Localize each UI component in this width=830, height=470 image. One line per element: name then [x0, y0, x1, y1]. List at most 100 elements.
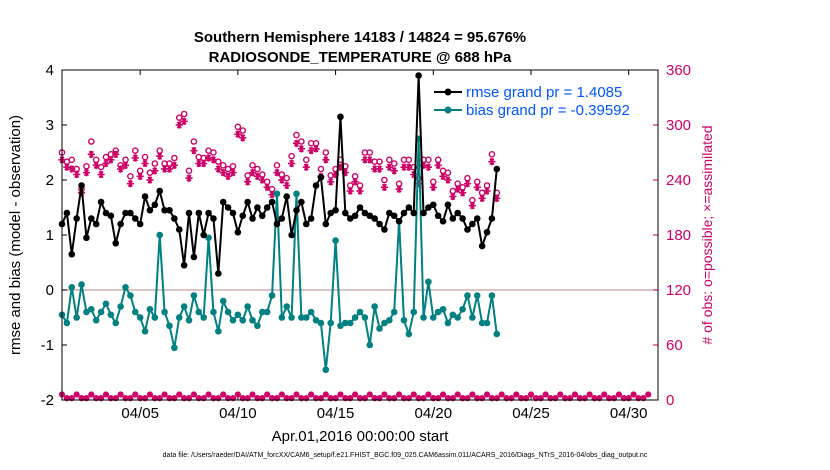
obs-assimilated-marker: [371, 165, 379, 173]
obs-possible-zero-marker: [640, 395, 647, 402]
bias-point: [136, 314, 144, 321]
bias-point: [156, 231, 164, 239]
bias-point: [122, 283, 129, 291]
bias-point: [141, 327, 149, 335]
rmse-point: [219, 198, 227, 206]
obs-possible-zero-marker: [117, 391, 124, 398]
rmse-point: [68, 250, 76, 258]
obs-possible-zero-marker: [176, 391, 183, 398]
obs-possible-marker: [488, 151, 496, 158]
bias-point: [454, 314, 462, 321]
bias-point: [278, 314, 286, 321]
obs-possible-zero-marker: [449, 395, 456, 402]
bias-point: [307, 308, 315, 316]
obs-possible-marker: [254, 165, 261, 173]
rmse-point: [449, 215, 457, 222]
rmse-point: [249, 215, 256, 222]
obs-possible-zero-marker: [190, 391, 197, 398]
y2-tick-label: 60: [666, 337, 683, 354]
rmse-point: [444, 201, 452, 209]
obs-possible-marker: [405, 156, 413, 164]
legend-bias-marker: [444, 106, 452, 114]
obs-possible-marker: [190, 138, 198, 145]
obs-possible-marker: [180, 110, 188, 118]
obs-assimilated-marker: [400, 163, 408, 171]
obs-possible-marker: [483, 182, 491, 189]
rmse-point: [346, 215, 354, 222]
obs-possible-marker: [263, 178, 271, 186]
obs-assimilated-marker: [180, 117, 188, 125]
obs-possible-zero-marker: [200, 395, 207, 402]
obs-possible-marker: [429, 178, 437, 186]
obs-possible-marker: [224, 165, 232, 173]
rmse-point: [478, 242, 486, 250]
rmse-point: [293, 206, 300, 214]
obs-possible-marker: [390, 160, 398, 167]
bias-point: [488, 292, 496, 299]
obs-possible-zero-marker: [464, 395, 471, 402]
bias-point: [410, 308, 418, 316]
obs-possible-marker: [376, 158, 383, 165]
y2-axis-label: # of obs: o=possible; ×=assimilated: [699, 125, 715, 344]
obs-possible-zero-marker: [146, 391, 153, 398]
rmse-point: [381, 226, 388, 233]
rmse-point: [180, 261, 188, 269]
obs-possible-marker: [122, 156, 129, 164]
obs-possible-marker: [73, 165, 80, 173]
legend-rmse-marker: [444, 88, 452, 96]
obs-possible-marker: [434, 156, 442, 164]
rmse-point: [283, 193, 291, 200]
bias-point: [361, 314, 369, 321]
bias-point: [405, 330, 413, 338]
obs-possible-zero-marker: [337, 391, 344, 398]
y-tick-label: 1: [46, 227, 54, 244]
obs-possible-zero-marker: [469, 391, 476, 398]
obs-assimilated-marker: [273, 169, 281, 177]
bias-point: [351, 314, 359, 321]
obs-possible-marker: [102, 153, 110, 161]
obs-possible-zero-marker: [278, 391, 285, 398]
obs-possible-zero-marker: [567, 395, 574, 402]
obs-assimilated-marker: [234, 130, 242, 138]
rmse-point: [200, 231, 207, 239]
rmse-point: [351, 212, 359, 220]
obs-possible-zero-marker: [435, 395, 442, 402]
rmse-point: [234, 228, 242, 236]
obs-possible-zero-marker: [273, 395, 281, 402]
obs-possible-zero-marker: [259, 395, 266, 402]
obs-possible-marker: [92, 156, 100, 164]
x-tick-label: 04/30: [610, 405, 648, 422]
rmse-point: [454, 209, 462, 217]
obs-possible-zero-marker: [571, 391, 579, 398]
rmse-point: [337, 113, 344, 121]
rmse-point: [161, 206, 168, 214]
obs-possible-marker: [249, 162, 256, 169]
obs-possible-zero-marker: [376, 395, 383, 402]
rmse-point: [332, 206, 339, 214]
obs-possible-zero-marker: [610, 395, 618, 402]
rmse-point: [78, 182, 85, 189]
obs-possible-marker: [112, 147, 120, 154]
bias-point: [493, 330, 501, 338]
obs-possible-zero-marker: [68, 395, 75, 402]
obs-assimilated-marker: [288, 159, 296, 168]
obs-possible-zero-marker: [317, 395, 324, 402]
bias-point: [146, 305, 154, 313]
obs-possible-zero-marker: [410, 391, 417, 398]
bias-point: [161, 308, 168, 316]
obs-possible-zero-marker: [615, 391, 622, 398]
obs-possible-zero-marker: [625, 395, 632, 402]
obs-possible-zero-marker: [132, 391, 139, 398]
obs-possible-zero-marker: [308, 391, 315, 398]
bias-point: [229, 316, 237, 324]
obs-assimilated-marker: [395, 185, 403, 193]
rmse-point: [215, 270, 222, 277]
obs-possible-zero-marker: [523, 395, 530, 402]
obs-possible-zero-marker: [220, 391, 227, 398]
bias-point: [171, 344, 178, 352]
obs-assimilated-marker: [380, 183, 389, 191]
rmse-point: [92, 220, 100, 228]
obs-possible-marker: [288, 152, 295, 160]
bias-point: [117, 303, 124, 310]
obs-possible-zero-marker: [513, 391, 520, 398]
